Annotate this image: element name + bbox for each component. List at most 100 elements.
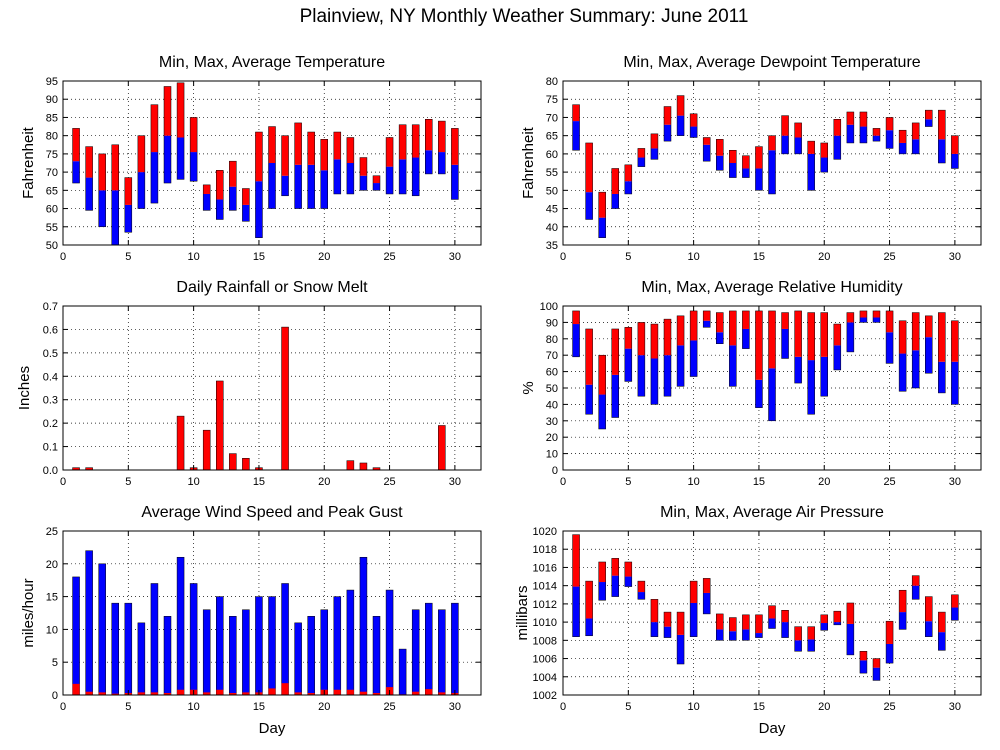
gust-bar bbox=[163, 616, 172, 696]
dewpoint-bar-outline bbox=[585, 142, 593, 220]
rainfall-bar bbox=[346, 460, 355, 471]
humidity-avg-max-bar bbox=[598, 355, 606, 395]
humidity-ytick-label: 40 bbox=[546, 399, 558, 411]
dewpoint-min-avg-bar bbox=[899, 142, 907, 154]
temperature-avg-max-bar bbox=[137, 135, 145, 173]
temperature-min-avg-bar bbox=[85, 177, 93, 211]
dewpoint-ytick-label: 60 bbox=[546, 149, 558, 161]
humidity-min-avg-bar bbox=[598, 394, 606, 429]
dewpoint-bar-outline bbox=[859, 111, 868, 144]
humidity-avg-max-bar bbox=[650, 324, 658, 359]
dewpoint-avg-max-bar bbox=[938, 110, 946, 140]
humidity-bar-outline bbox=[598, 354, 606, 430]
wind-ytick-label: 15 bbox=[46, 592, 58, 604]
pressure-bar-outline bbox=[650, 599, 659, 637]
temperature-ytick-label: 80 bbox=[46, 131, 58, 143]
humidity-xtick-label: 5 bbox=[625, 476, 631, 488]
rainfall-xtick-label: 25 bbox=[383, 476, 395, 488]
dewpoint-min-avg-bar bbox=[781, 135, 789, 154]
dewpoint-min-avg-bar bbox=[912, 139, 920, 154]
rainfall-xtick-label: 10 bbox=[188, 476, 200, 488]
dewpoint-bar-outline bbox=[716, 139, 724, 171]
dewpoint-min-avg-bar bbox=[925, 119, 933, 127]
temperature-bar-outline bbox=[359, 157, 368, 191]
temperature-bar-outline bbox=[137, 135, 146, 209]
temperature-bar-outline bbox=[372, 175, 381, 191]
dewpoint-ytick-label: 70 bbox=[546, 112, 558, 124]
pressure-xtick-label: 30 bbox=[949, 701, 961, 713]
dewpoint-bar-outline bbox=[807, 140, 815, 191]
temperature-min-avg-bar bbox=[164, 135, 171, 184]
humidity-min-avg-bar bbox=[859, 317, 867, 323]
gust-bar bbox=[385, 589, 394, 696]
rainfall-xtick-label: 20 bbox=[318, 476, 330, 488]
pressure-avg-max-bar bbox=[820, 614, 828, 624]
rainfall-xtick-label: 30 bbox=[449, 476, 461, 488]
humidity-ytick-label: 90 bbox=[546, 317, 558, 329]
humidity-avg-max-bar bbox=[716, 312, 724, 333]
rainfall-bar bbox=[359, 462, 368, 471]
humidity-bar-outline bbox=[663, 318, 672, 397]
rainfall-ytick-label: 0.5 bbox=[43, 348, 58, 360]
avg-wind-bar bbox=[229, 693, 237, 695]
pressure-min-avg-bar bbox=[611, 575, 619, 597]
temperature-bar-outline bbox=[85, 146, 93, 211]
pressure-avg-max-bar bbox=[768, 605, 776, 619]
temperature-ytick-label: 85 bbox=[46, 112, 58, 124]
temperature-bar-outline bbox=[438, 120, 446, 175]
dewpoint-avg-max-bar bbox=[899, 130, 907, 143]
temperature-avg-max-bar bbox=[333, 132, 341, 160]
pressure-min-avg-bar bbox=[637, 592, 645, 600]
humidity-avg-max-bar bbox=[807, 312, 815, 361]
wind-plot-frame bbox=[62, 530, 482, 696]
gust-bar bbox=[111, 602, 119, 696]
humidity-bar-outline bbox=[585, 328, 593, 415]
gust-bar bbox=[202, 609, 211, 696]
humidity-chart: Min, Max, Average Relative Humidity 0 10 20… bbox=[520, 279, 982, 488]
humidity-avg-max-bar bbox=[951, 320, 959, 362]
gust-bar bbox=[137, 622, 146, 696]
pressure-ytick-label: 1018 bbox=[533, 544, 557, 556]
dewpoint-avg-max-bar bbox=[755, 146, 763, 169]
wind-chart: Average Wind Speed and Peak Gust 0 5 10 15 20… bbox=[20, 504, 482, 737]
gust-bar bbox=[72, 576, 80, 696]
humidity-min-avg-bar bbox=[611, 374, 619, 418]
temperature-min-avg-bar bbox=[98, 190, 106, 227]
dewpoint-xtick-label: 30 bbox=[949, 251, 961, 263]
temperature-min-avg-bar bbox=[307, 164, 315, 209]
temperature-avg-max-bar bbox=[451, 128, 459, 165]
temperature-avg-max-bar bbox=[373, 175, 380, 184]
humidity-ytick-label: 10 bbox=[546, 449, 558, 461]
avg-wind-bar bbox=[72, 683, 80, 695]
pressure-ytick-label: 1016 bbox=[533, 562, 557, 574]
temperature-bar-outline bbox=[320, 139, 328, 209]
gust-bar bbox=[411, 609, 420, 696]
humidity-min-avg-bar bbox=[781, 328, 789, 359]
gust-bar bbox=[333, 596, 342, 696]
wind-ytick-label: 20 bbox=[46, 559, 58, 571]
avg-wind-bar bbox=[281, 683, 289, 695]
temperature-bar-outline bbox=[268, 126, 276, 209]
pressure-avg-max-bar bbox=[703, 578, 711, 593]
dewpoint-avg-max-bar bbox=[794, 122, 802, 138]
humidity-bar-outline bbox=[716, 312, 724, 344]
pressure-avg-max-bar bbox=[677, 612, 685, 635]
wind-xtick-label: 5 bbox=[125, 701, 131, 713]
dewpoint-min-avg-bar bbox=[690, 126, 698, 138]
wind-xtick-label: 10 bbox=[188, 701, 200, 713]
pressure-bar-outline bbox=[585, 580, 593, 637]
rainfall-ytick-label: 0.6 bbox=[43, 324, 58, 336]
humidity-min-avg-bar bbox=[886, 332, 894, 364]
dewpoint-bar-outline bbox=[911, 122, 920, 155]
avg-wind-bar bbox=[137, 692, 145, 695]
pressure-avg-max-bar bbox=[951, 594, 959, 608]
pressure-avg-max-bar bbox=[572, 534, 580, 587]
temperature-avg-max-bar bbox=[164, 86, 171, 136]
pressure-xtick-label: 0 bbox=[560, 701, 566, 713]
pressure-ytick-label: 1014 bbox=[533, 581, 557, 593]
gust-bar bbox=[425, 602, 433, 696]
dewpoint-ytick-label: 65 bbox=[546, 131, 558, 143]
avg-wind-bar bbox=[359, 691, 367, 695]
humidity-bar-outline bbox=[925, 315, 933, 374]
temperature-min-avg-bar bbox=[229, 186, 237, 211]
